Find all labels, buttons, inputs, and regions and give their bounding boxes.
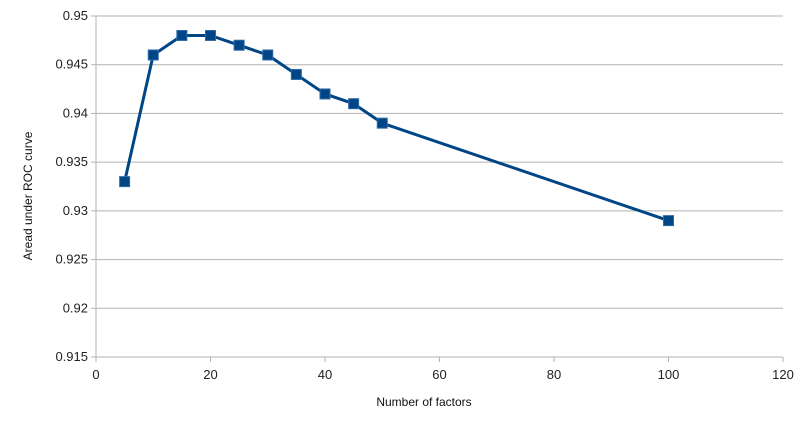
- grid-lines: [96, 15, 783, 358]
- y-tick-label: 0.925: [55, 252, 88, 267]
- data-point-marker: [348, 98, 360, 110]
- x-tick-label: 0: [92, 367, 99, 382]
- data-point-marker: [119, 176, 131, 188]
- y-tick-label: 0.935: [55, 154, 88, 169]
- y-axis-title: Aread under ROC curve: [21, 131, 35, 260]
- data-point-marker: [233, 39, 245, 51]
- x-tick-labels: 0 20 40 60 80 100 120: [92, 367, 793, 382]
- data-point-marker: [147, 49, 159, 61]
- x-tick-label: 20: [203, 367, 217, 382]
- data-point-marker: [376, 117, 388, 129]
- y-tick-label: 0.93: [63, 203, 88, 218]
- series-line: [123, 33, 669, 223]
- data-point-marker: [290, 68, 302, 80]
- x-tick-label: 100: [658, 367, 680, 382]
- x-tick-label: 60: [432, 367, 446, 382]
- axes: [91, 15, 784, 362]
- x-tick-label: 80: [547, 367, 561, 382]
- x-axis-title: Number of factors: [376, 395, 471, 409]
- data-point-marker: [176, 29, 188, 41]
- y-tick-label: 0.95: [63, 8, 88, 23]
- y-tick-label: 0.92: [63, 300, 88, 315]
- data-point-marker: [205, 29, 216, 41]
- y-tick-labels: 0.915 0.92 0.925 0.93 0.935 0.94 0.945 0.95: [55, 8, 88, 364]
- x-tick-label: 120: [772, 367, 794, 382]
- x-tick-label: 40: [318, 367, 332, 382]
- y-tick-label: 0.915: [55, 349, 88, 364]
- y-tick-label: 0.945: [55, 57, 88, 72]
- data-point-marker: [319, 88, 331, 100]
- data-point-marker: [262, 49, 274, 61]
- data-point-marker: [663, 215, 674, 227]
- y-tick-label: 0.94: [63, 105, 88, 120]
- series-group: [119, 29, 674, 227]
